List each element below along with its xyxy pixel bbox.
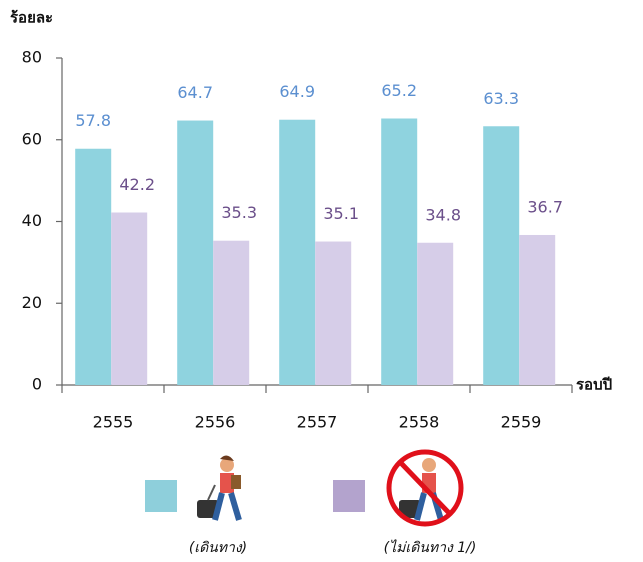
value-label: 34.8 [425,205,461,224]
traveler-icon [197,455,241,520]
y-tick-label: 20 [22,293,42,312]
legend-swatch [333,480,365,512]
value-label: 35.1 [323,204,359,223]
legend-label: (เดินทาง) [189,540,247,556]
legend-label: (ไม่เดินทาง 1/) [384,539,477,556]
x-tick-label: 2558 [399,413,440,432]
chart: ร้อยละ รอบปี 0 20 40 60 80 2555 57.8 42.2 2556 64… [0,0,643,562]
x-tick-label: 2559 [501,413,542,432]
x-axis-label: รอบปี [576,376,612,394]
y-tick-label: 60 [22,129,42,148]
y-tick-label: 40 [22,211,42,230]
x-tick-label: 2555 [93,413,134,432]
bar [111,213,147,385]
value-label: 64.9 [279,82,315,101]
bar [213,241,249,385]
bar [177,121,213,385]
bar [381,118,417,385]
value-label: 64.7 [177,83,213,102]
value-label: 65.2 [381,81,417,100]
legend-swatch [145,480,177,512]
non-traveler-icon [389,452,461,524]
bar [315,242,351,385]
bar [279,120,315,385]
value-label: 57.8 [75,111,111,130]
y-axis-label: ร้อยละ [10,9,53,27]
bar [519,235,555,385]
y-tick-label: 0 [32,375,42,394]
bar [483,126,519,385]
value-label: 35.3 [221,203,257,222]
bar [417,243,453,385]
bar [75,149,111,385]
value-label: 63.3 [483,89,519,108]
x-tick-label: 2556 [195,413,236,432]
value-label: 36.7 [527,197,563,216]
y-tick-label: 80 [22,48,42,67]
x-tick-label: 2557 [297,413,338,432]
value-label: 42.2 [119,175,155,194]
